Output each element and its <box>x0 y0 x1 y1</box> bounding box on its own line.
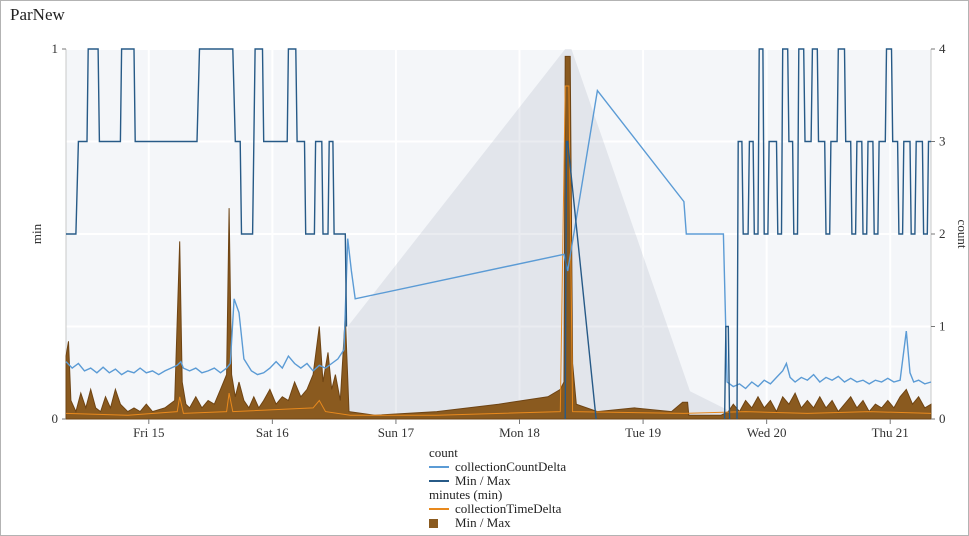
swatch-wrap <box>429 518 449 528</box>
square-swatch-icon <box>429 518 438 528</box>
legend-item-collection-count-delta: collectionCountDelta <box>429 460 566 474</box>
chart-canvas: 0 1 0 1 2 3 4 Fri 15 Sat 16 Sun 17 Mon 18 Tue 19 Wed… <box>29 41 969 440</box>
swatch-wrap <box>429 480 449 482</box>
right-tick-label: 1 <box>939 319 946 334</box>
legend-item-label: collectionTimeDelta <box>455 501 562 517</box>
left-tick-label: 0 <box>52 411 59 426</box>
right-tick-label: 2 <box>939 226 946 241</box>
legend-item-label: Min / Max <box>455 515 511 531</box>
x-tick-label: Tue 19 <box>625 425 661 440</box>
x-tick-label: Mon 18 <box>499 425 540 440</box>
x-tick-label: Thu 21 <box>872 425 909 440</box>
legend-item-minutes-minmax: Min / Max <box>429 516 566 530</box>
right-tick-label: 4 <box>939 41 946 56</box>
series-count-minmax <box>564 140 597 420</box>
right-axis-title: count <box>955 220 969 249</box>
line-swatch-icon <box>429 508 449 510</box>
series-count-minmax <box>736 48 931 420</box>
legend-header-label: minutes (min) <box>429 487 503 503</box>
x-tick-label: Sat 16 <box>256 425 289 440</box>
x-tick-label: Sun 17 <box>378 425 415 440</box>
x-tick-label: Wed 20 <box>747 425 787 440</box>
swatch-wrap <box>429 508 449 510</box>
right-tick-label: 3 <box>939 134 946 149</box>
series-count-minmax <box>723 325 731 420</box>
left-tick-label: 1 <box>52 41 59 56</box>
line-swatch-icon <box>429 466 449 468</box>
series-collectionCountDelta <box>65 88 932 390</box>
legend-item-label: collectionCountDelta <box>455 459 567 475</box>
x-tick-label: Fri 15 <box>133 425 164 440</box>
legend: count collectionCountDelta Min / Max min… <box>429 446 566 530</box>
chart-title: ParNew <box>10 5 65 24</box>
swatch-wrap <box>429 466 449 468</box>
series-collectionTimeDelta <box>65 85 932 416</box>
legend-header-label: count <box>429 445 458 461</box>
line-swatch-icon <box>429 480 449 482</box>
series-count-minmax-band <box>347 49 728 419</box>
legend-item-collection-time-delta: collectionTimeDelta <box>429 502 566 516</box>
right-tick-label: 0 <box>939 411 946 426</box>
legend-item-label: Min / Max <box>455 473 511 489</box>
legend-group-header-count: count <box>429 446 566 460</box>
series-count-minmax <box>66 48 348 327</box>
legend-group-header-minutes: minutes (min) <box>429 488 566 502</box>
left-axis-title: min <box>29 223 44 244</box>
legend-item-count-minmax: Min / Max <box>429 474 566 488</box>
